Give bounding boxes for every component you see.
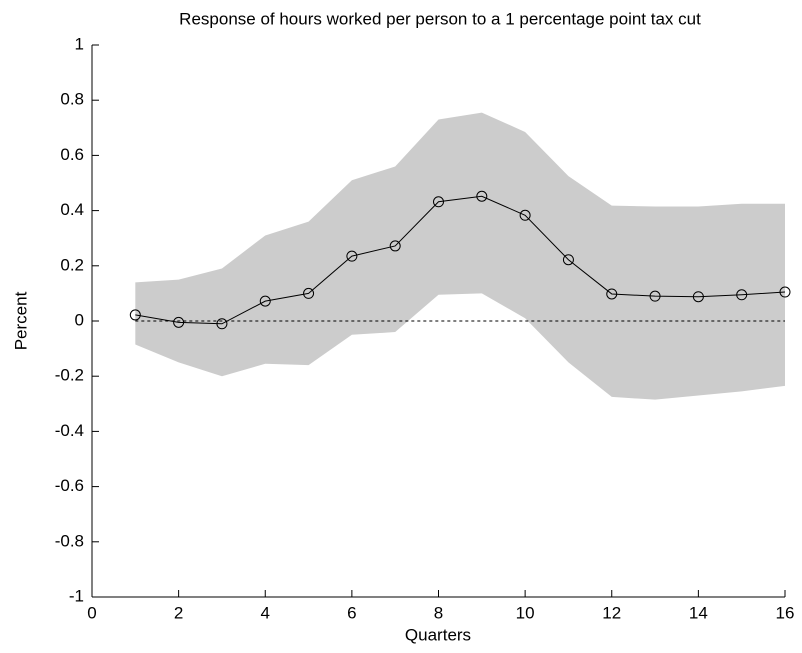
marker	[779, 286, 791, 298]
x-tick-label: 14	[689, 603, 708, 622]
marker	[519, 209, 531, 221]
marker	[129, 309, 141, 321]
marker	[476, 190, 488, 202]
y-tick-label: 0.2	[60, 255, 84, 274]
y-tick-label: 0.8	[60, 90, 84, 109]
marker	[389, 240, 401, 252]
line	[135, 195, 786, 325]
marker	[259, 295, 271, 307]
marker	[346, 250, 358, 262]
x-tick-label: 2	[174, 603, 183, 622]
marker	[303, 287, 315, 299]
x-tick-label: 0	[87, 603, 96, 622]
y-axis-label: Percent	[11, 291, 30, 350]
marker	[692, 291, 704, 303]
marker	[562, 254, 574, 266]
x-axis-label: Quarters	[405, 625, 471, 644]
y-tick-label: -0.6	[55, 476, 84, 495]
marker	[173, 316, 185, 328]
y-tick-label: 1	[75, 34, 84, 53]
y-tick-label: 0	[75, 310, 84, 329]
marker	[736, 289, 748, 301]
y-tick-label: -0.8	[55, 531, 84, 550]
chart-title: Response of hours worked per person to a…	[179, 9, 701, 28]
y-tick-label: -1	[69, 586, 84, 605]
x-tick-label: 6	[347, 603, 356, 622]
y-tick-label: 0.4	[60, 200, 84, 219]
x-tick-label: 10	[516, 603, 535, 622]
confidence-band	[135, 112, 785, 400]
marker	[649, 290, 661, 302]
y-tick-label: -0.2	[55, 366, 84, 385]
y-tick-label: 0.6	[60, 145, 84, 164]
marker	[433, 196, 444, 208]
marker	[606, 288, 618, 300]
y-tick-label: -0.4	[55, 421, 84, 440]
x-tick-label: 4	[261, 603, 270, 622]
x-tick-label: 16	[776, 603, 795, 622]
x-tick-label: 12	[602, 603, 621, 622]
marker	[216, 318, 228, 330]
x-tick-label: 8	[434, 603, 443, 622]
